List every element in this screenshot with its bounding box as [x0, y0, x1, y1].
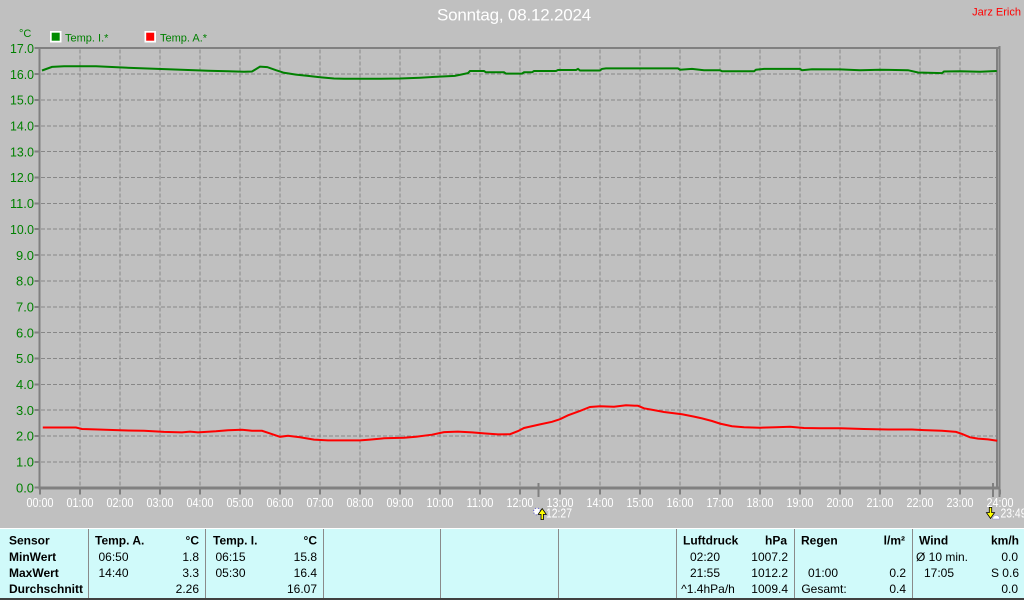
svg-text:9.0: 9.0 — [16, 248, 34, 263]
svg-text:13.0: 13.0 — [10, 144, 34, 159]
svg-text:22:00: 22:00 — [907, 495, 934, 510]
svg-text:15.8: 15.8 — [294, 550, 318, 564]
svg-text:16.07: 16.07 — [287, 582, 317, 596]
svg-text:05:30: 05:30 — [215, 566, 245, 580]
svg-text:17:05: 17:05 — [924, 566, 954, 580]
svg-text:04:00: 04:00 — [187, 495, 214, 510]
svg-text:14:00: 14:00 — [587, 495, 614, 510]
svg-text:12.0: 12.0 — [10, 170, 34, 185]
svg-text:06:50: 06:50 — [98, 550, 128, 564]
svg-text:Durchschnitt: Durchschnitt — [9, 582, 83, 596]
svg-text:08:00: 08:00 — [347, 495, 374, 510]
svg-text:6.0: 6.0 — [16, 325, 34, 340]
svg-text:Temp. A.: Temp. A. — [95, 534, 144, 548]
svg-text:°C: °C — [19, 28, 31, 40]
svg-text:11.0: 11.0 — [10, 196, 34, 211]
svg-text:2.0: 2.0 — [16, 429, 34, 444]
svg-text:Temp. A.*: Temp. A.* — [160, 33, 208, 45]
svg-text:17:00: 17:00 — [707, 495, 734, 510]
svg-text:10:00: 10:00 — [427, 495, 454, 510]
svg-text:3.0: 3.0 — [16, 403, 34, 418]
svg-text:km/h: km/h — [991, 534, 1019, 548]
svg-text:12:00: 12:00 — [507, 495, 534, 510]
svg-text:0.0: 0.0 — [1001, 550, 1018, 564]
svg-text:MaxWert: MaxWert — [9, 566, 59, 580]
svg-text:11:00: 11:00 — [467, 495, 494, 510]
svg-text:0.2: 0.2 — [889, 566, 906, 580]
svg-text:MinWert: MinWert — [9, 550, 56, 564]
svg-text:16.4: 16.4 — [294, 566, 318, 580]
svg-text:01:00: 01:00 — [808, 566, 838, 580]
svg-text:12:27: 12:27 — [546, 506, 572, 521]
svg-text:3.3: 3.3 — [182, 566, 199, 580]
svg-text:2.26: 2.26 — [176, 582, 200, 596]
svg-text:l/m²: l/m² — [884, 534, 905, 548]
svg-text:S 0.6: S 0.6 — [991, 566, 1019, 580]
svg-text:05:00: 05:00 — [227, 495, 254, 510]
svg-text:16.0: 16.0 — [10, 67, 34, 82]
svg-text:24:00: 24:00 — [987, 495, 1014, 510]
svg-text:0.4: 0.4 — [889, 582, 906, 596]
svg-text:13:00: 13:00 — [547, 495, 574, 510]
svg-text:00:00: 00:00 — [27, 495, 54, 510]
svg-text:19:00: 19:00 — [787, 495, 814, 510]
svg-text:Temp. I.*: Temp. I.* — [65, 33, 109, 45]
svg-text:Gesamt:: Gesamt: — [801, 582, 846, 596]
svg-text:5.0: 5.0 — [16, 351, 34, 366]
svg-text:23:00: 23:00 — [947, 495, 974, 510]
svg-text:hPa: hPa — [765, 534, 787, 548]
svg-text:02:00: 02:00 — [107, 495, 134, 510]
svg-text:21:00: 21:00 — [867, 495, 894, 510]
svg-text:18:00: 18:00 — [747, 495, 774, 510]
svg-text:20:00: 20:00 — [827, 495, 854, 510]
svg-text:09:00: 09:00 — [387, 495, 414, 510]
svg-text:Temp. I.: Temp. I. — [213, 534, 257, 548]
svg-text:Luftdruck: Luftdruck — [683, 534, 739, 548]
svg-text:Sonntag, 08.12.2024: Sonntag, 08.12.2024 — [437, 6, 591, 25]
svg-text:21:55: 21:55 — [690, 566, 720, 580]
svg-text:06:00: 06:00 — [267, 495, 294, 510]
svg-text:1009.4: 1009.4 — [751, 582, 788, 596]
svg-text:14.0: 14.0 — [10, 119, 34, 134]
svg-text:03:00: 03:00 — [147, 495, 174, 510]
svg-text:Regen: Regen — [801, 534, 838, 548]
svg-text:Sensor: Sensor — [9, 534, 50, 548]
svg-text:7.0: 7.0 — [16, 299, 34, 314]
svg-text:17.0: 17.0 — [10, 41, 34, 56]
svg-text:8.0: 8.0 — [16, 274, 34, 289]
svg-text:07:00: 07:00 — [307, 495, 334, 510]
svg-text:1012.2: 1012.2 — [751, 566, 788, 580]
svg-text:10.0: 10.0 — [10, 222, 34, 237]
svg-text:1.0: 1.0 — [16, 455, 34, 470]
svg-text:02:20: 02:20 — [690, 550, 720, 564]
svg-text:23:49: 23:49 — [1001, 506, 1024, 521]
svg-text:Ø 10 min.: Ø 10 min. — [916, 550, 968, 564]
svg-text:Wind: Wind — [919, 534, 948, 548]
svg-text:15:00: 15:00 — [627, 495, 654, 510]
svg-text:4.0: 4.0 — [16, 377, 34, 392]
svg-text:01:00: 01:00 — [67, 495, 94, 510]
svg-text:°C: °C — [304, 534, 318, 548]
svg-text:0.0: 0.0 — [1001, 582, 1018, 596]
svg-text:1.8: 1.8 — [182, 550, 199, 564]
svg-text:06:15: 06:15 — [215, 550, 245, 564]
svg-text:°C: °C — [186, 534, 200, 548]
svg-text:16:00: 16:00 — [667, 495, 694, 510]
svg-text:^1.4hPa/h: ^1.4hPa/h — [681, 582, 735, 596]
svg-text:1007.2: 1007.2 — [751, 550, 788, 564]
svg-text:0.0: 0.0 — [16, 480, 34, 495]
svg-text:14:40: 14:40 — [98, 566, 128, 580]
svg-text:Jarz Erich: Jarz Erich — [972, 7, 1021, 19]
svg-text:15.0: 15.0 — [10, 93, 34, 108]
